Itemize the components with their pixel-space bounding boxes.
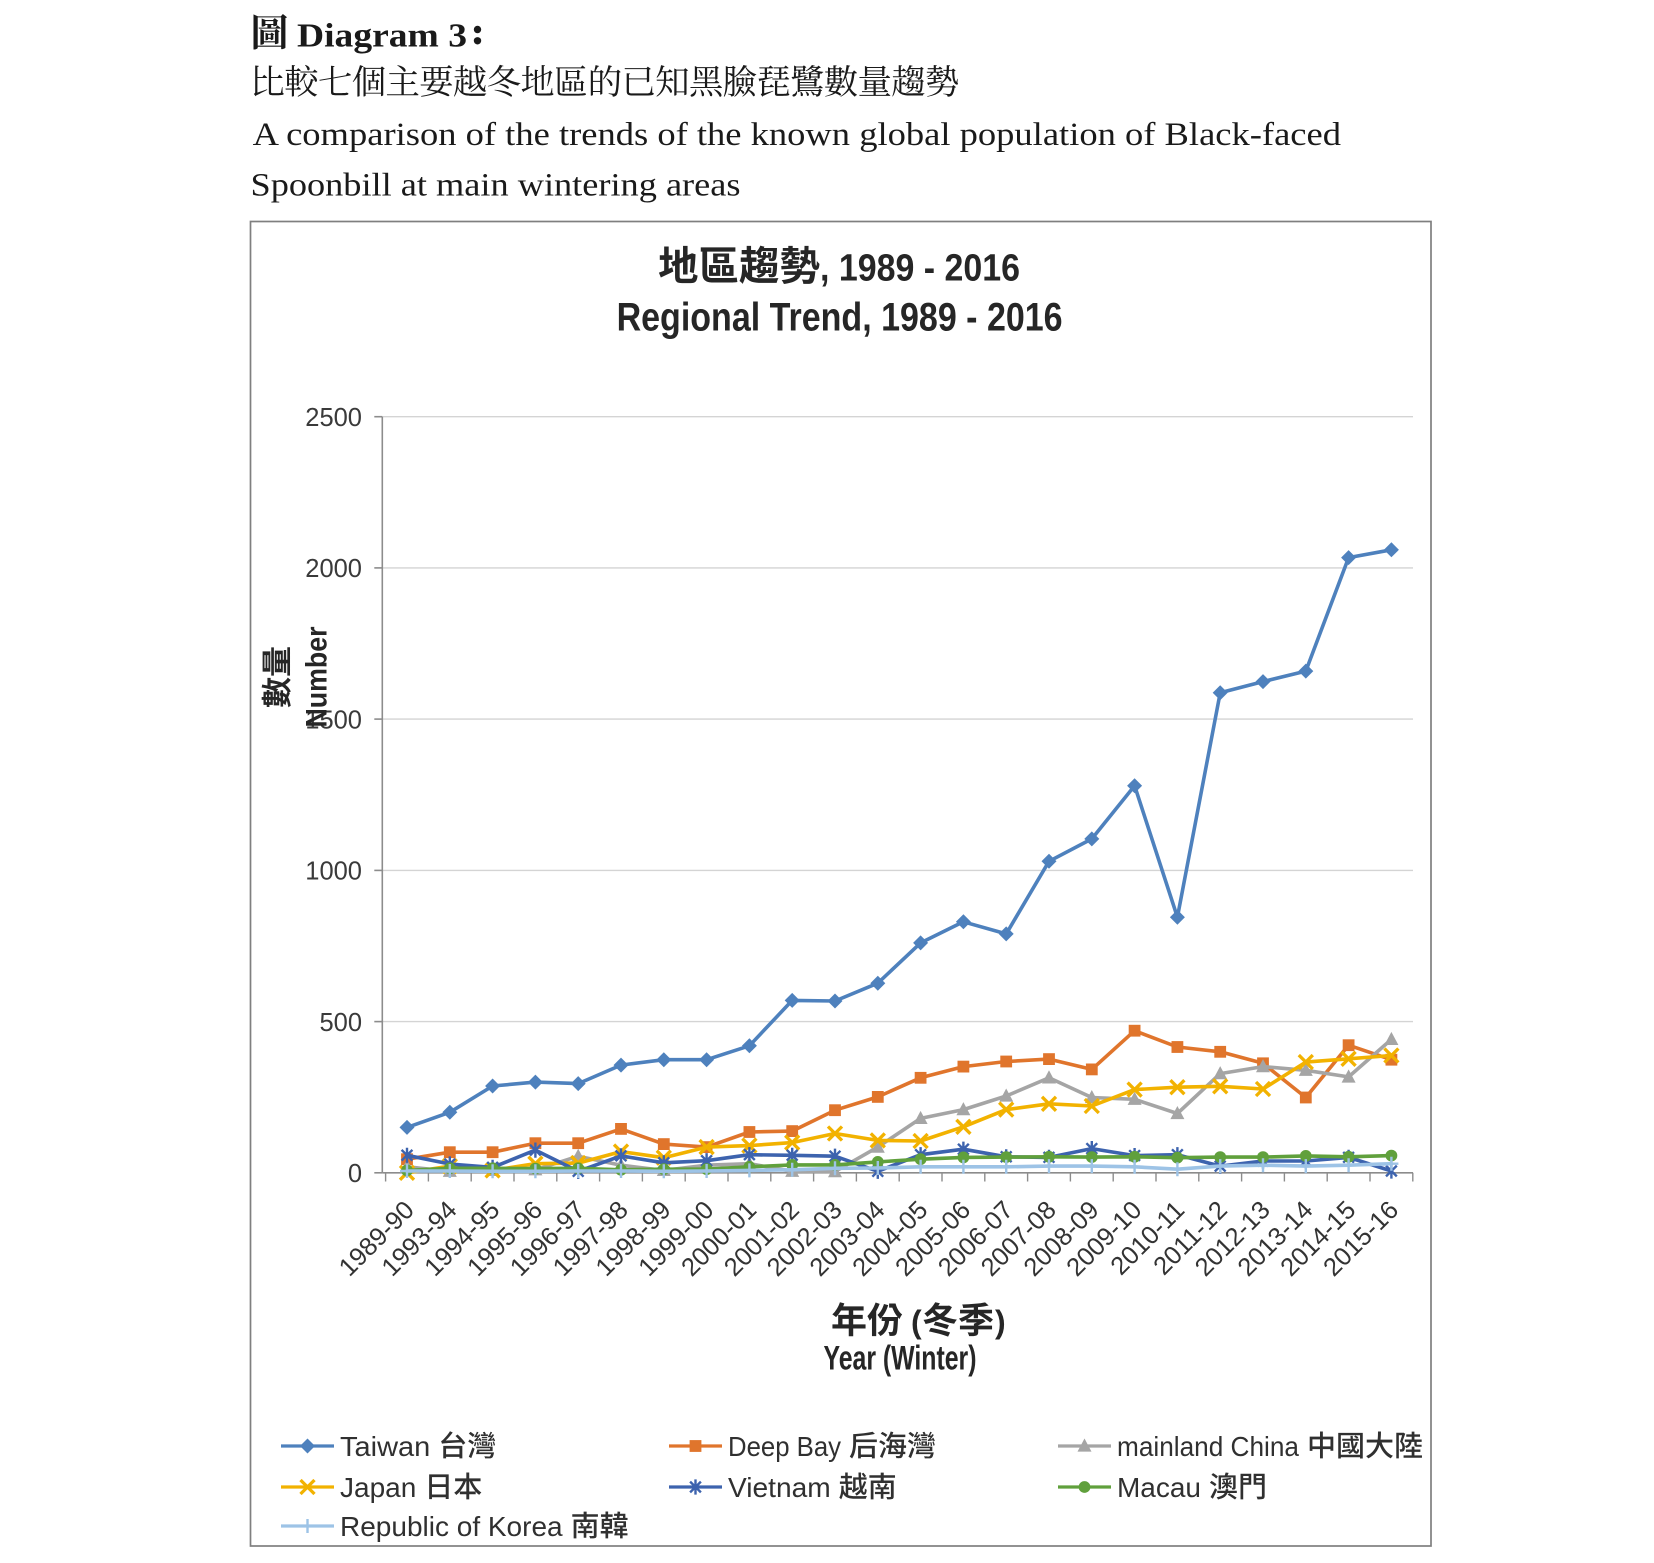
svg-text:Taiwan: Taiwan: [340, 1431, 430, 1462]
svg-text:Republic of Korea: Republic of Korea: [340, 1511, 563, 1542]
svg-text:Japan: Japan: [340, 1472, 416, 1503]
svg-text:1500: 1500: [305, 706, 362, 734]
svg-text:(: (: [911, 1304, 922, 1340]
svg-text:mainland China: mainland China: [1117, 1431, 1299, 1462]
svg-text:Diagram 3: Diagram 3: [297, 18, 467, 55]
svg-text:2500: 2500: [305, 404, 362, 432]
svg-text:A comparison of the trends of: A comparison of the trends of the known …: [253, 117, 1342, 153]
svg-text:Year (Winter): Year (Winter): [824, 1340, 977, 1378]
svg-text:Regional Trend, 1989 - 2016: Regional Trend, 1989 - 2016: [617, 296, 1063, 340]
svg-text:Deep Bay: Deep Bay: [728, 1431, 841, 1462]
svg-text:500: 500: [319, 1009, 362, 1037]
svg-text:, 1989 - 2016: , 1989 - 2016: [820, 247, 1020, 289]
svg-text:Vietnam: Vietnam: [728, 1472, 831, 1503]
svg-text:1000: 1000: [305, 858, 362, 886]
svg-text:Macau: Macau: [1117, 1472, 1201, 1503]
svg-text:0: 0: [348, 1160, 362, 1188]
svg-text:Number: Number: [301, 626, 334, 727]
svg-text:Spoonbill at main wintering ar: Spoonbill at main wintering areas: [251, 168, 741, 204]
svg-text:2000: 2000: [305, 555, 362, 583]
svg-text:): ): [995, 1304, 1006, 1340]
